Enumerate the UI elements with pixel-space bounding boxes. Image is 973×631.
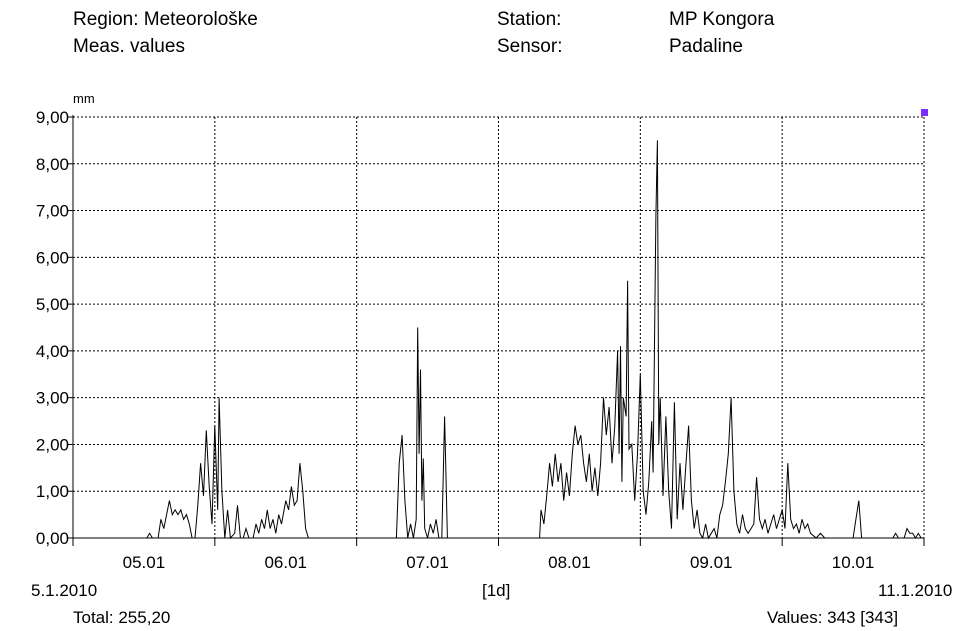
- chart-marker: [921, 109, 928, 116]
- x-axis-ticks: 05.01 06.01 07.01 08.01 09.01 10.01: [72, 538, 925, 572]
- chart-series: [73, 140, 924, 540]
- total-label: Total: 255,20: [73, 608, 171, 627]
- y-tick-label: 5,00: [36, 295, 69, 314]
- y-tick-label: 0,00: [36, 529, 69, 548]
- x-tick-label: 08.01: [548, 553, 591, 572]
- y-tick-label: 3,00: [36, 389, 69, 408]
- y-axis-unit-label: mm: [73, 91, 95, 106]
- region-label-text: Region:: [73, 9, 139, 30]
- x-tick-label: 07.01: [406, 553, 449, 572]
- start-date-label: 5.1.2010: [31, 581, 98, 600]
- y-tick-label: 8,00: [36, 155, 69, 174]
- end-marker: [921, 109, 928, 116]
- y-tick-label: 4,00: [36, 342, 69, 361]
- sensor-value: Padaline: [669, 36, 743, 57]
- y-tick-label: 9,00: [36, 108, 69, 127]
- region-value: Meteorološke: [143, 9, 258, 30]
- station-value: MP Kongora: [669, 9, 775, 30]
- y-tick-label: 7,00: [36, 202, 69, 221]
- meas-values-label: Meas. values: [73, 36, 185, 57]
- end-date-label: 11.1.2010: [878, 581, 953, 600]
- precipitation-series-line: [73, 140, 924, 540]
- y-tick-label: 6,00: [36, 248, 69, 267]
- x-tick-label: 05.01: [123, 553, 166, 572]
- sensor-label: Sensor:: [497, 36, 563, 57]
- values-count-label: Values: 343 [343]: [767, 608, 899, 627]
- x-tick-label: 09.01: [690, 553, 733, 572]
- chart-grid: [73, 116, 925, 538]
- interval-label: [1d]: [482, 581, 511, 600]
- y-tick-label: 2,00: [36, 435, 69, 454]
- y-axis-ticks: 0,00 1,00 2,00 3,00 4,00 5,00 6,00 7,00 8,00 9,00: [36, 108, 73, 548]
- region-label: Region: Meteorološke: [73, 9, 258, 31]
- y-tick-label: 1,00: [36, 482, 69, 501]
- x-tick-label: 06.01: [264, 553, 307, 572]
- station-label: Station:: [497, 9, 562, 30]
- x-tick-label: 10.01: [832, 553, 875, 572]
